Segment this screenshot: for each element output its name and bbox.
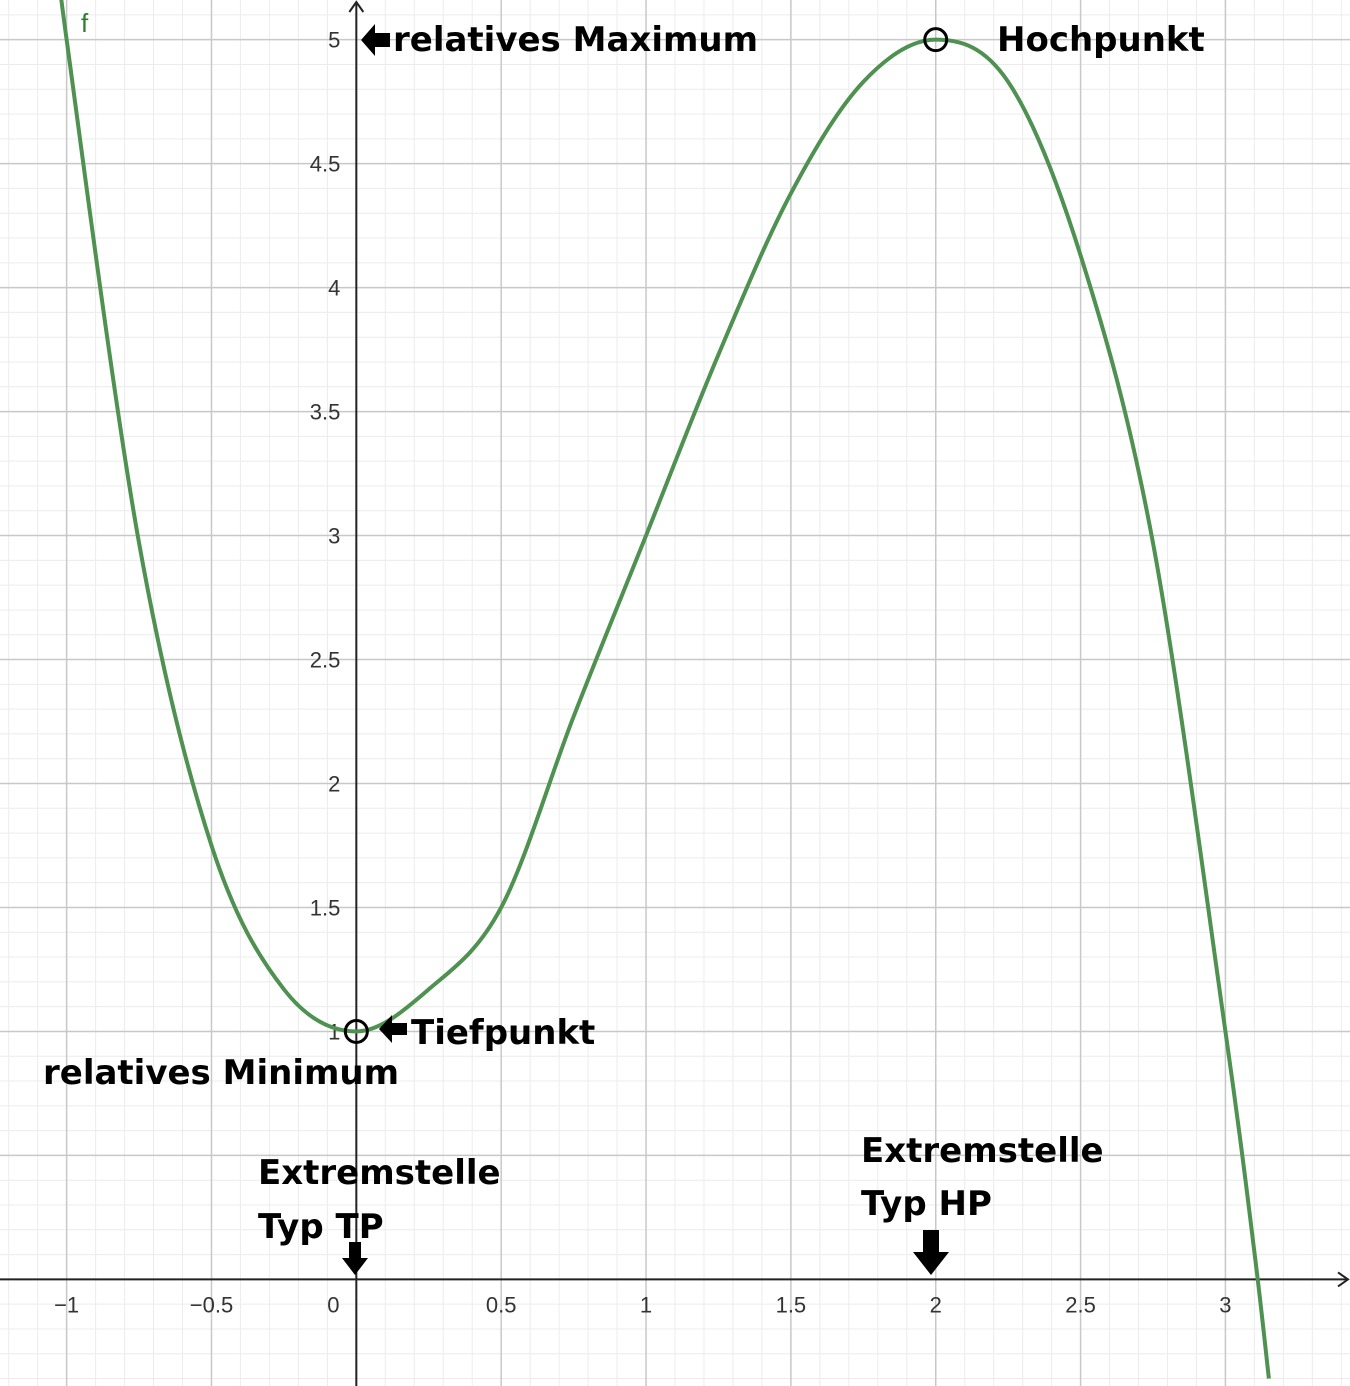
y-tick-label: 5 (328, 28, 340, 53)
y-tick-label: 1.5 (310, 895, 341, 920)
markers (343, 27, 949, 1044)
hochpunkt-label: Hochpunkt (997, 20, 1205, 60)
x-tick-label: 2.5 (1065, 1292, 1096, 1317)
extremstelle-tp-label-line2: Typ TP (258, 1207, 384, 1247)
y-tick-label: 3.5 (310, 400, 341, 425)
extremum-point-marker (923, 27, 949, 53)
arrow-down-icon (913, 1230, 949, 1275)
y-tick-label: 3 (328, 524, 340, 549)
extremum-point-marker (343, 1018, 369, 1044)
extremstelle-tp-label-line1: Extremstelle (258, 1153, 501, 1193)
extremstelle-hp-label-line1: Extremstelle (861, 1131, 1104, 1171)
series-line-f (59, 0, 1271, 1379)
y-tick-label: 4.5 (310, 152, 341, 177)
x-axis-arrowhead (1337, 1271, 1350, 1288)
y-tick-label: 4 (328, 276, 340, 301)
y-tick-label: 2 (328, 771, 340, 796)
x-tick-label: 1 (640, 1292, 652, 1317)
x-tick-label: −1 (54, 1292, 79, 1317)
relatives-maximum-label: relatives Maximum (393, 20, 758, 60)
x-tick-label: 1.5 (776, 1292, 807, 1317)
y-axis-arrowhead (348, 0, 365, 13)
relatives-minimum-label: relatives Minimum (43, 1053, 399, 1093)
y-tick-label: 2.5 (310, 648, 341, 673)
arrow-left-icon (379, 1015, 407, 1043)
x-tick-label: 3 (1219, 1292, 1231, 1317)
arrow-left-icon (361, 24, 390, 56)
x-tick-label: −0.5 (190, 1292, 233, 1317)
x-tick-label: 0.5 (486, 1292, 517, 1317)
function-name-label: f (81, 8, 89, 38)
x-tick-label: 2 (930, 1292, 942, 1317)
extremstelle-hp-label-line2: Typ HP (861, 1184, 992, 1224)
arrow-down-icon (342, 1242, 368, 1275)
y-tick-label: 1 (328, 1019, 340, 1044)
tick-labels: −1 −0.5 0 0.5 1 1.5 2 2.5 3 1 1.5 2 2.5 3 3.5 4 4.5 5 (54, 28, 1231, 1318)
curve-layer (59, 0, 1271, 1379)
tiefpunkt-label: Tiefpunkt (411, 1013, 595, 1053)
x-tick-label: 0 (327, 1292, 339, 1317)
